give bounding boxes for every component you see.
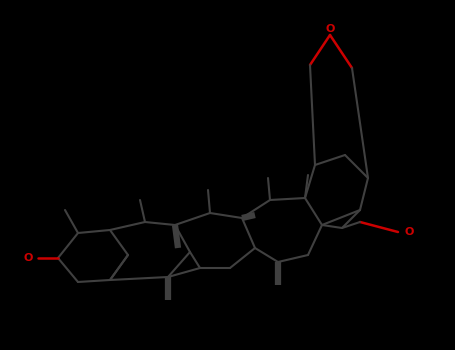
Text: O: O	[23, 253, 33, 263]
Text: O: O	[325, 24, 335, 34]
Text: O: O	[404, 227, 414, 237]
